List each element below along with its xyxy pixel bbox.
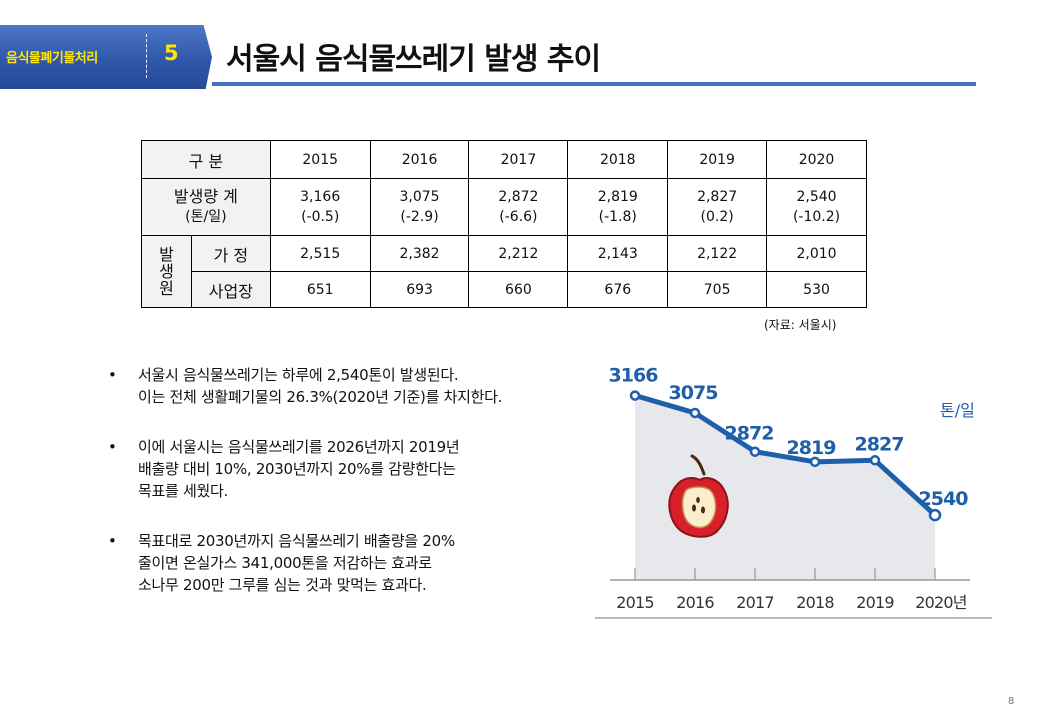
- list-item: • 목표대로 2030년까지 음식물쓰레기 배출량을 20% 줄이면 온실가스 …: [108, 530, 608, 596]
- total-cell: 2,827 (0.2): [667, 178, 768, 236]
- table-row: 발생량 계 (톤/일) 3,166 (-0.5) 3,075 (-2.9) 2,87…: [141, 178, 867, 236]
- data-point: [689, 407, 701, 419]
- household-label: 가 정: [190, 235, 271, 272]
- total-cell: 2,872 (-6.6): [468, 178, 569, 236]
- series-line: [634, 393, 937, 517]
- bullet-list: • 서울시 음식물쓰레기는 하루에 2,540톤이 발생된다. 이는 전체 생활…: [108, 364, 608, 624]
- business-cell: 660: [468, 271, 569, 308]
- apple-core-icon: [668, 454, 729, 538]
- total-value: 2,540: [796, 189, 837, 205]
- bullet-line: 서울시 음식물쓰레기는 하루에 2,540톤이 발생된다.: [138, 366, 459, 384]
- total-value: 3,075: [399, 189, 440, 205]
- value-label: 3075: [669, 382, 718, 404]
- page-number: 8: [1008, 696, 1015, 707]
- total-label-cell: 발생량 계 (톤/일): [141, 178, 271, 236]
- year-cell: 2020: [766, 140, 867, 179]
- year-cell: 2019: [667, 140, 768, 179]
- table-source-note: (자료: 서울시): [764, 318, 837, 332]
- household-cell: 2,143: [567, 235, 669, 272]
- total-value: 3,166: [300, 189, 341, 205]
- value-label: 2540: [919, 488, 969, 510]
- data-point: [928, 508, 942, 522]
- page-title: 서울시 음식물쓰레기 발생 추이: [226, 42, 601, 77]
- x-label: 2019: [856, 593, 894, 612]
- bullet-line: 이는 전체 생활폐기물의 26.3%(2020년 기준)를 차지한다.: [138, 388, 503, 406]
- x-label: 2017: [736, 593, 774, 612]
- table-row: 사업장 651 693 660 676 705 530: [142, 271, 867, 308]
- table-row: 구 분 2015 2016 2017 2018 2019 2020: [141, 140, 867, 179]
- chart-points: [629, 390, 942, 522]
- chart-unit-label: 톤/일: [940, 401, 975, 420]
- section-number: 5: [164, 41, 179, 65]
- source-group-cell: 발생원: [141, 235, 192, 308]
- total-change: (-10.2): [792, 209, 841, 225]
- value-label: 2872: [725, 423, 774, 445]
- total-cell: 2,819 (-1.8): [567, 178, 669, 236]
- bullet-marker: •: [108, 366, 117, 384]
- section-divider: [146, 34, 147, 78]
- x-label: 2020년: [915, 593, 967, 612]
- business-cell: 651: [269, 271, 371, 308]
- bullet-line: 소나무 200만 그루를 심는 것과 맞먹는 효과다.: [138, 576, 427, 594]
- total-cell: 2,540 (-10.2): [766, 178, 867, 236]
- value-label: 2827: [855, 433, 904, 455]
- table-row: 발생원 가 정 2,515 2,382 2,212 2,143 2,122 2,…: [141, 235, 867, 308]
- source-group-label: 발생원: [159, 244, 174, 298]
- table-corner-header: 구 분: [141, 140, 271, 179]
- value-label: 2819: [787, 437, 836, 459]
- section-badge: [0, 25, 212, 89]
- total-change: (-6.6): [499, 209, 538, 225]
- value-label: 3166: [609, 365, 659, 387]
- title-underline: [212, 82, 976, 86]
- data-point: [869, 455, 881, 466]
- business-cell: 693: [369, 271, 470, 308]
- year-cell: 2015: [269, 140, 371, 179]
- section-label: 음식물폐기물처리: [6, 51, 98, 66]
- year-cell: 2018: [567, 140, 669, 179]
- chart-ticks: [634, 568, 936, 580]
- x-label: 2016: [676, 593, 714, 612]
- total-change: (-1.8): [598, 209, 637, 225]
- year-cell: 2017: [468, 140, 569, 179]
- total-change: (0.2): [700, 209, 734, 225]
- bullet-line: 줄이면 온실가스 341,000톤을 저감하는 효과로: [138, 554, 432, 572]
- total-value: 2,872: [498, 189, 539, 205]
- chart-value-labels: 3166 3075 2872 2819 2827 2540: [609, 365, 970, 511]
- x-label: 2015: [616, 593, 654, 612]
- total-value: 2,819: [597, 189, 638, 205]
- bullet-line: 배출량 대비 10%, 2030년까지 20%를 감량한다는: [138, 460, 456, 478]
- waste-table: 구 분 2015 2016 2017 2018 2019 2020 발생량 계 …: [141, 140, 867, 308]
- year-cell: 2016: [369, 140, 470, 179]
- total-cell: 3,075 (-2.9): [369, 178, 470, 236]
- total-change: (-0.5): [301, 209, 340, 225]
- business-label: 사업장: [190, 271, 271, 308]
- bullet-marker: •: [108, 532, 117, 550]
- bullet-line: 이에 서울시는 음식물쓰레기를 2026년까지 2019년: [138, 438, 460, 456]
- list-item: • 이에 서울시는 음식물쓰레기를 2026년까지 2019년 배출량 대비 1…: [108, 436, 608, 502]
- household-cell: 2,382: [369, 235, 470, 272]
- x-label: 2018: [796, 593, 834, 612]
- total-value: 2,827: [697, 189, 738, 205]
- bullet-line: 목표대로 2030년까지 음식물쓰레기 배출량을 20%: [138, 532, 455, 550]
- data-point: [629, 390, 641, 401]
- business-cell: 676: [567, 271, 669, 308]
- bullet-line: 목표를 세웠다.: [138, 482, 228, 500]
- data-point: [749, 446, 761, 457]
- total-label: 발생량 계: [173, 187, 238, 206]
- total-unit: (톤/일): [185, 209, 227, 225]
- household-cell: 2,010: [766, 235, 867, 272]
- list-item: • 서울시 음식물쓰레기는 하루에 2,540톤이 발생된다. 이는 전체 생활…: [108, 364, 608, 408]
- business-cell: 530: [766, 271, 867, 308]
- data-point: [809, 456, 821, 468]
- bullet-marker: •: [108, 438, 117, 456]
- chart-x-labels: 2015 2016 2017 2018 2019 2020년: [616, 593, 967, 612]
- business-cell: 705: [667, 271, 768, 308]
- household-cell: 2,122: [667, 235, 768, 272]
- household-cell: 2,212: [468, 235, 569, 272]
- household-cell: 2,515: [269, 235, 371, 272]
- total-change: (-2.9): [400, 209, 439, 225]
- total-cell: 3,166 (-0.5): [269, 178, 371, 236]
